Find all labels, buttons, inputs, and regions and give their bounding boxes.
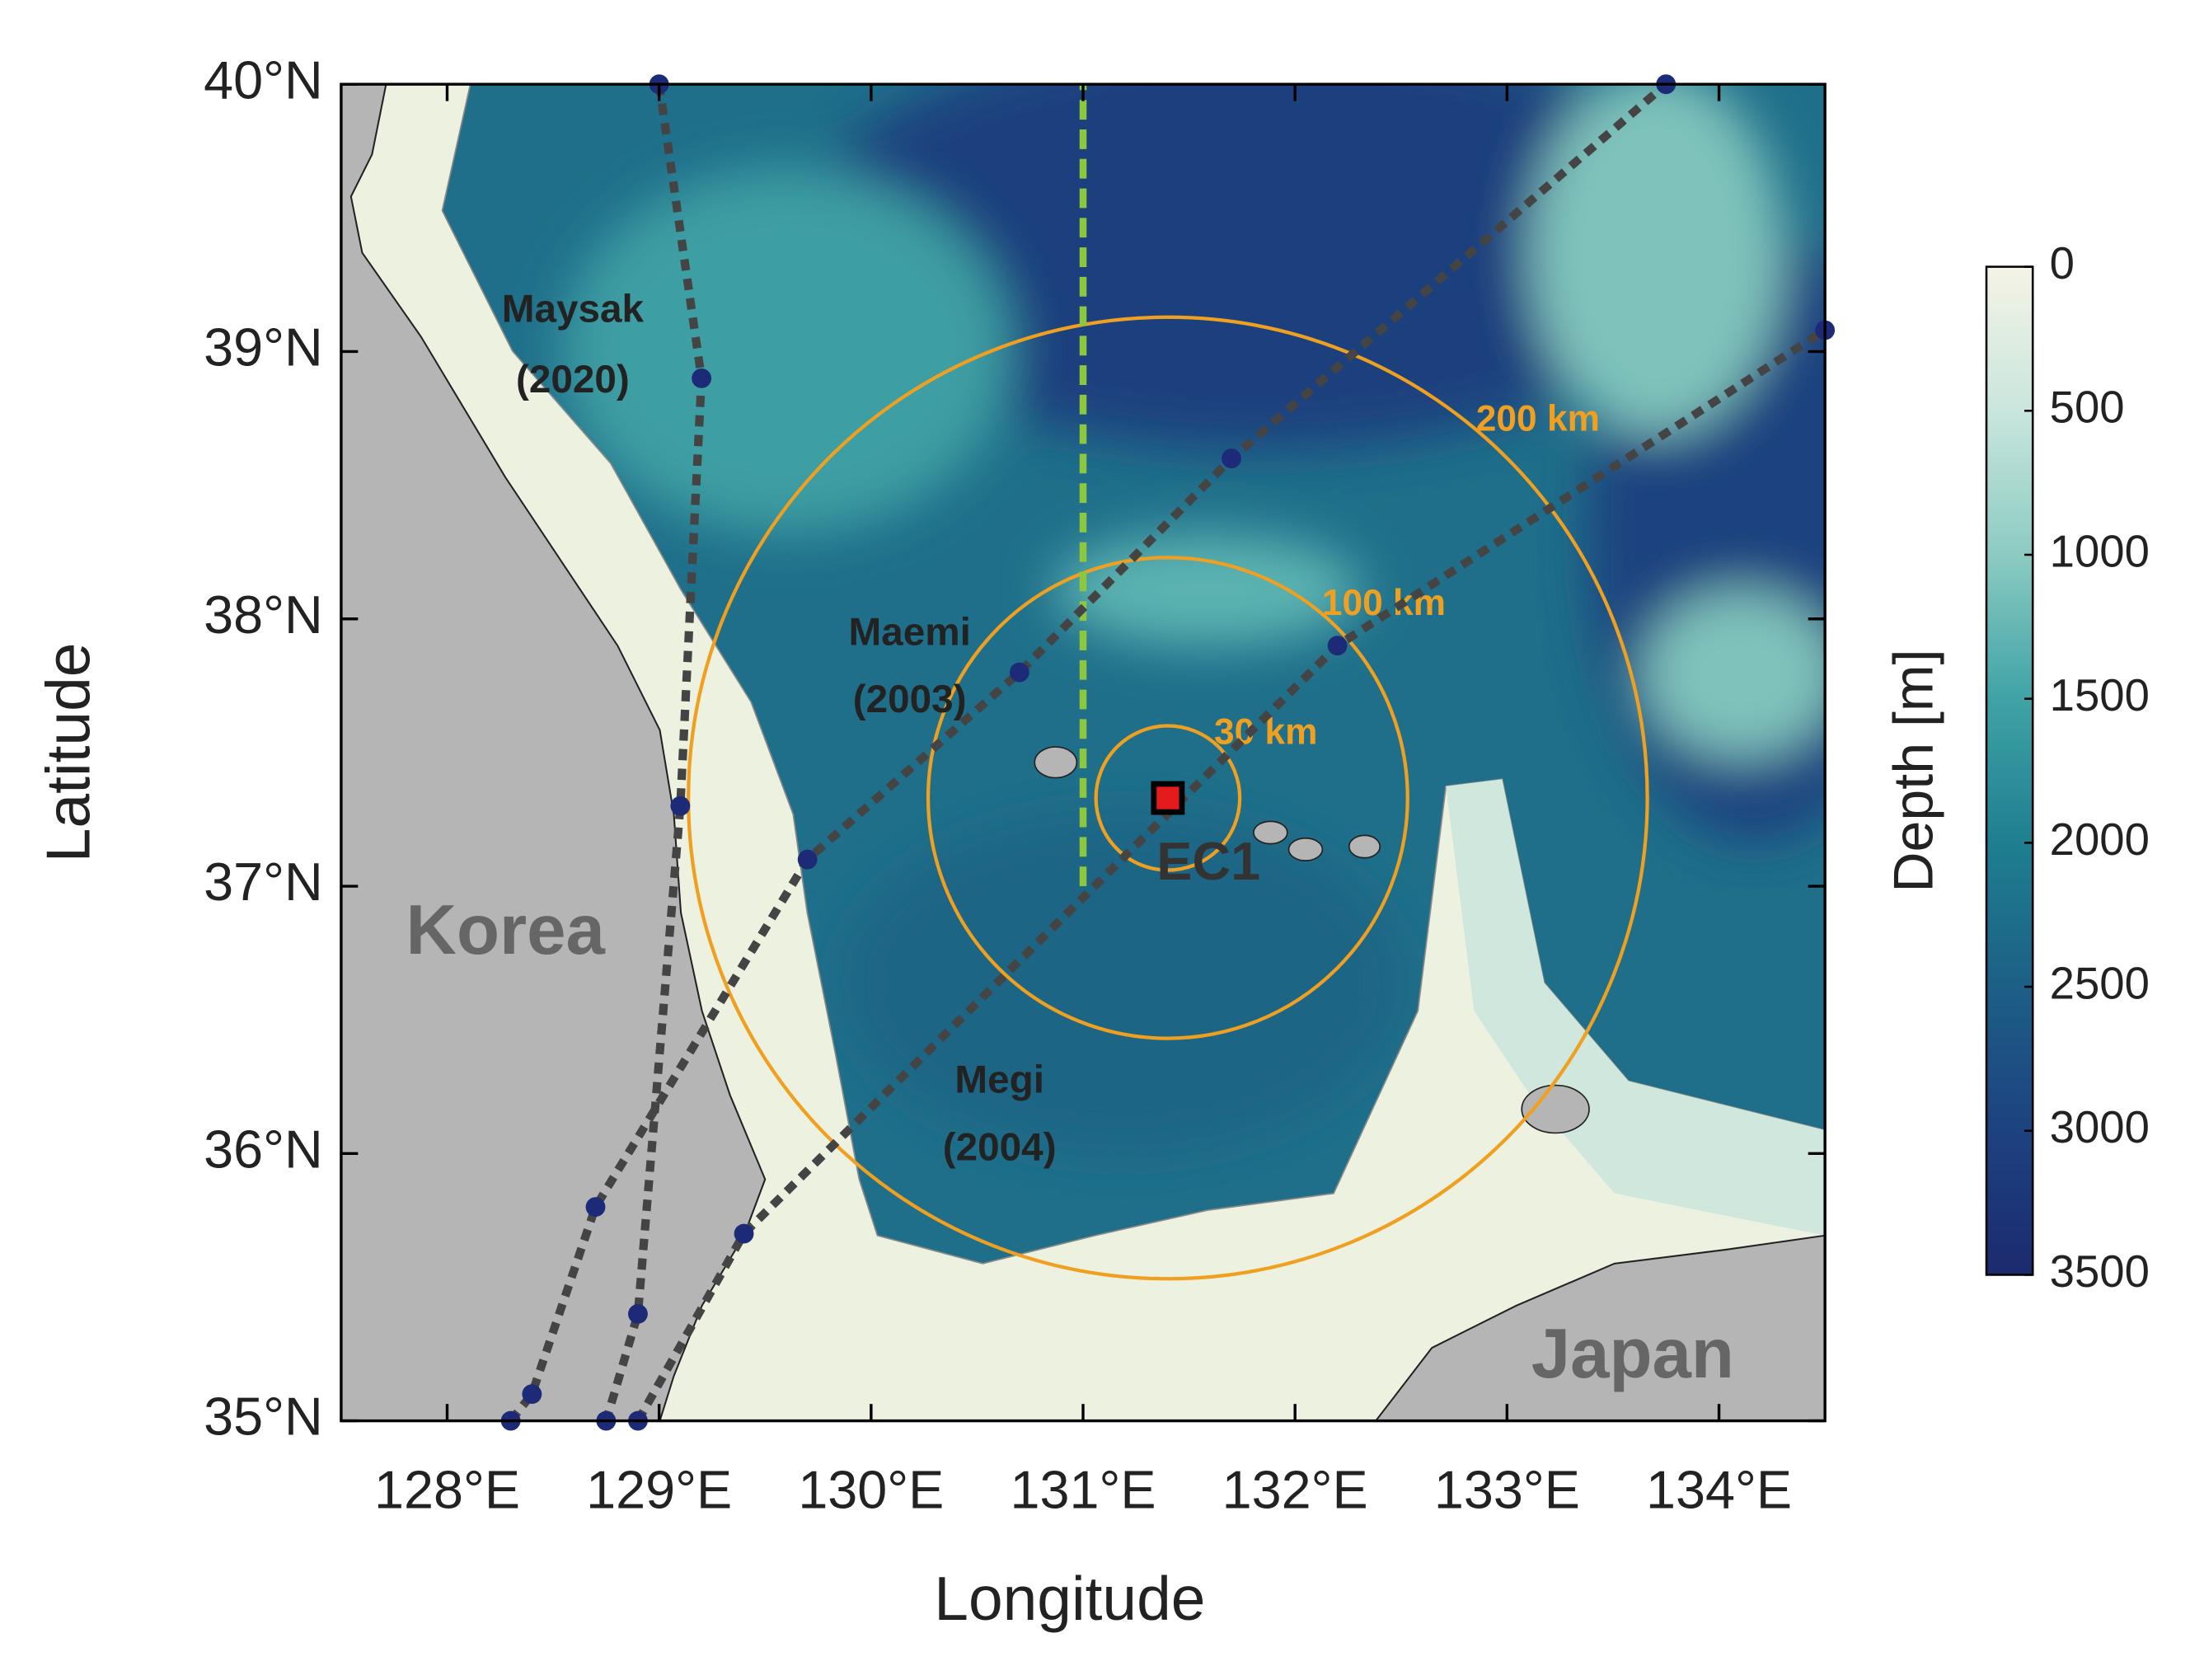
track-name: Maemi	[848, 610, 970, 654]
distance-ring	[926, 556, 1409, 1040]
region-label: Korea	[406, 891, 606, 969]
track-point	[692, 368, 712, 388]
x-axis-label: Longitude	[934, 1564, 1205, 1633]
track-name: Maysak	[502, 288, 645, 331]
typhoon-track	[602, 83, 706, 1423]
track-point	[734, 1223, 754, 1244]
typhoon-track	[634, 326, 1827, 1424]
x-tick-label: 133°E	[1434, 1459, 1580, 1519]
colorbar-label: Depth [m]	[1883, 649, 1945, 892]
colorbar-tick-label: 3500	[2050, 1246, 2150, 1297]
track-point	[670, 795, 691, 816]
distance-ring	[687, 315, 1649, 1281]
x-tick-label: 131°E	[1011, 1459, 1156, 1519]
track-name: Megi	[954, 1058, 1044, 1102]
y-tick-label: 36°N	[204, 1119, 323, 1179]
colorbar-tick-label: 2500	[2050, 958, 2150, 1008]
bathymetry	[340, 84, 1826, 1421]
y-tick-label: 38°N	[204, 584, 323, 645]
x-tick-label: 130°E	[798, 1459, 944, 1519]
track-point	[628, 1303, 648, 1324]
ring-label: 200 km	[1476, 399, 1600, 439]
colorbar-tick-label: 500	[2050, 382, 2125, 433]
track-point	[797, 849, 818, 870]
x-tick-label: 128°E	[374, 1459, 520, 1519]
station-label: EC1	[1156, 831, 1260, 891]
x-tick-label: 129°E	[586, 1459, 732, 1519]
track-year: (2003)	[853, 678, 967, 721]
region-label: Japan	[1531, 1315, 1734, 1393]
y-tick-label: 37°N	[204, 852, 323, 912]
station-marker	[1151, 781, 1185, 815]
distance-ring	[1094, 724, 1242, 872]
track-year: (2020)	[516, 358, 630, 401]
track-point	[1009, 662, 1029, 683]
track-point	[522, 1384, 542, 1405]
track-point	[1327, 636, 1348, 656]
colorbar-tick-label: 1000	[2050, 526, 2150, 576]
colorbar-tick-label: 1500	[2050, 670, 2150, 720]
y-axis-label: Latitude	[33, 643, 102, 863]
colorbar-tick-label: 3000	[2050, 1102, 2150, 1152]
track-point	[585, 1197, 606, 1218]
colorbar-tick-label: 0	[2050, 238, 2075, 289]
y-tick-label: 35°N	[204, 1387, 323, 1447]
x-tick-label: 132°E	[1222, 1459, 1368, 1519]
track-point	[1222, 448, 1241, 469]
y-tick-label: 40°N	[204, 49, 323, 110]
colorbar-tick-label: 2000	[2050, 814, 2150, 865]
x-tick-label: 134°E	[1646, 1459, 1792, 1519]
y-tick-label: 39°N	[204, 317, 323, 378]
track-year: (2004)	[943, 1125, 1057, 1169]
colorbar	[1985, 265, 2034, 1276]
